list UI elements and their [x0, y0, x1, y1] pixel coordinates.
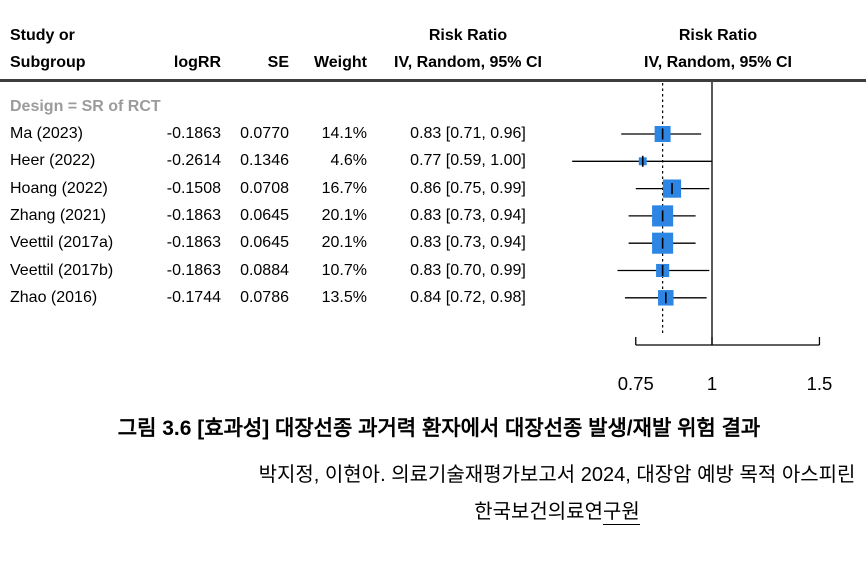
axis-tick-label: 0.75	[618, 373, 654, 394]
se-value: 0.0884	[240, 261, 289, 279]
logrr-value: -0.1863	[166, 234, 221, 252]
ci-text: 0.83 [0.73, 0.94]	[410, 234, 526, 252]
citation-line: 박지정, 이현아. 의료기술재평가보고서 2024, 대장암 예방 목적 아스피…	[258, 464, 856, 486]
study-label: Heer (2022)	[10, 152, 96, 170]
ci-text: 0.83 [0.71, 0.96]	[410, 125, 526, 142]
ci-text: 0.77 [0.59, 1.00]	[410, 152, 526, 170]
logrr-value: -0.1863	[166, 261, 221, 279]
column-header-method-ci-plot: IV, Random, 95% CI	[644, 54, 792, 71]
weight-value: 13.5%	[321, 288, 367, 306]
ci-text: 0.84 [0.72, 0.98]	[410, 288, 526, 306]
study-label: Zhao (2016)	[10, 288, 98, 306]
axis-tick-label: 1	[707, 373, 717, 394]
weight-value: 16.7%	[321, 179, 367, 197]
table-row: Ma (2023) -0.1863 0.0770 14.1% 0.83 [0.71, 0…	[0, 121, 866, 147]
se-value: 0.1346	[240, 152, 289, 170]
study-label: Veettil (2017a)	[10, 234, 114, 252]
ci-text: 0.83 [0.73, 0.94]	[410, 206, 526, 224]
table-row: Heer (2022) -0.2614 0.1346 4.6% 0.77 [0.59, …	[0, 148, 866, 174]
weight-value: 14.1%	[321, 125, 367, 142]
subgroup-label: Design = SR of RCT	[10, 98, 161, 115]
se-value: 0.0786	[240, 288, 289, 306]
weight-value: 4.6%	[330, 152, 367, 170]
study-label: Zhang (2021)	[10, 206, 107, 224]
axis-tick-label: 1.5	[807, 373, 833, 394]
study-label: Ma (2023)	[10, 125, 83, 142]
column-header-logrr: logRR	[173, 54, 221, 71]
logrr-value: -0.1863	[166, 125, 221, 142]
column-header-method-ci-text: IV, Random, 95% CI	[394, 54, 542, 71]
column-header-risk-ratio-text: Risk Ratio	[428, 27, 508, 44]
logrr-value: -0.1863	[166, 206, 221, 224]
se-value: 0.0708	[240, 179, 289, 197]
logrr-value: -0.2614	[166, 152, 221, 170]
table-row: Hoang (2022) -0.1508 0.0708 16.7% 0.86 [0.75…	[0, 176, 866, 202]
header-rule	[0, 79, 866, 82]
figure-caption: 그림 3.6 [효과성] 대장선종 과거력 환자에서 대장선종 발생/재발 위험…	[117, 417, 761, 440]
ci-text: 0.86 [0.75, 0.99]	[410, 179, 526, 197]
study-label: Hoang (2022)	[10, 179, 108, 197]
se-value: 0.0770	[240, 125, 289, 142]
weight-value: 10.7%	[321, 261, 367, 279]
weight-value: 20.1%	[321, 206, 367, 224]
logrr-value: -0.1744	[166, 288, 221, 306]
column-header-study-line2: Subgroup	[10, 54, 86, 71]
logrr-value: -0.1508	[166, 179, 221, 197]
publisher-name-underlined: 구원	[603, 501, 640, 525]
study-label: Veettil (2017b)	[10, 261, 114, 279]
column-header-se: SE	[267, 54, 289, 71]
table-row: Veettil (2017a) -0.1863 0.0645 20.1% 0.83 [0…	[0, 230, 866, 256]
column-header-study-line1: Study or	[10, 27, 75, 44]
se-value: 0.0645	[240, 234, 289, 252]
column-header-risk-ratio-plot: Risk Ratio	[678, 27, 758, 44]
publisher-name: 한국보건의료연	[474, 501, 603, 523]
table-row: Veettil (2017b) -0.1863 0.0884 10.7% 0.83 [0…	[0, 258, 866, 284]
column-header-weight: Weight	[313, 54, 367, 71]
table-row: Zhang (2021) -0.1863 0.0645 20.1% 0.83 [0.73…	[0, 203, 866, 229]
weight-value: 20.1%	[321, 234, 367, 252]
column-header-study: Study or Subgroup	[10, 22, 86, 76]
se-value: 0.0645	[240, 206, 289, 224]
publisher-line: 한국보건의료연구원	[248, 499, 866, 525]
ci-text: 0.83 [0.70, 0.99]	[410, 261, 526, 279]
table-row: Zhao (2016) -0.1744 0.0786 13.5% 0.84 [0.72,…	[0, 285, 866, 311]
